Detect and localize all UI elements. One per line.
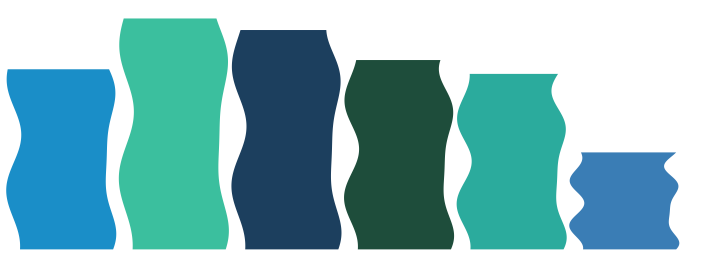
Polygon shape xyxy=(456,74,567,249)
Polygon shape xyxy=(344,60,454,249)
Polygon shape xyxy=(6,69,116,249)
Polygon shape xyxy=(231,30,341,249)
Polygon shape xyxy=(570,152,679,249)
Polygon shape xyxy=(119,19,229,249)
